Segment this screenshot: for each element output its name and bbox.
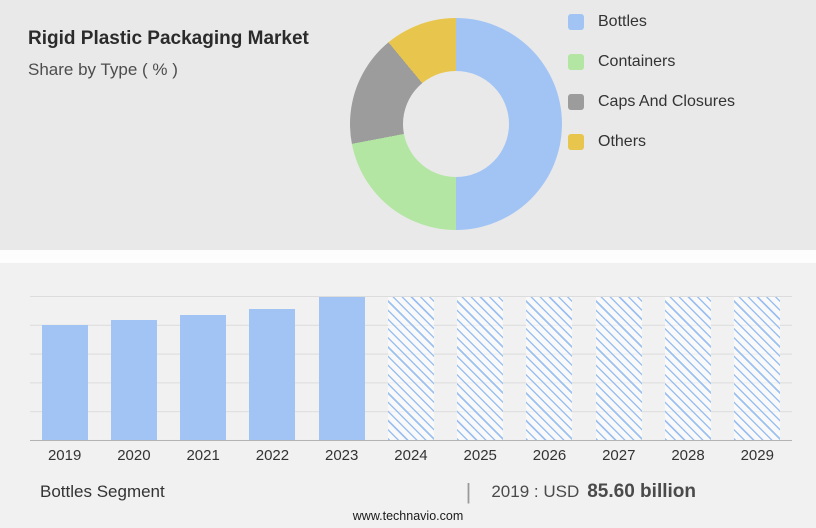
legend-item-caps-and-closures: Caps And Closures bbox=[568, 93, 735, 110]
forecast-bar-2026 bbox=[526, 297, 573, 440]
x-axis-label-2023: 2023 bbox=[325, 447, 359, 464]
x-axis-label-2026: 2026 bbox=[532, 447, 567, 464]
legend-item-containers: Containers bbox=[568, 53, 735, 70]
legend-swatch-caps-and-closures bbox=[568, 94, 584, 110]
forecast-panel: 2019 2020 2021 2022 2023 2024 2025 2026 2027 2028… bbox=[0, 263, 816, 528]
summary-panel: Rigid Plastic Packaging Market Share by … bbox=[0, 0, 816, 250]
x-axis-label-2027: 2027 bbox=[602, 447, 636, 464]
x-axis-label-2028: 2028 bbox=[671, 447, 705, 464]
bar-2021 bbox=[180, 314, 227, 440]
bar-slot bbox=[446, 296, 515, 440]
bar-2023 bbox=[318, 297, 365, 440]
x-axis-label-2019: 2019 bbox=[47, 447, 82, 464]
x-axis-label-2029: 2029 bbox=[740, 447, 774, 464]
bar-slot bbox=[169, 296, 238, 440]
website-url: www.technavio.com bbox=[352, 509, 464, 523]
bar-slot bbox=[723, 296, 792, 440]
bar-slot bbox=[99, 296, 168, 440]
legend-label: Others bbox=[598, 133, 647, 150]
forecast-bar-2029 bbox=[734, 297, 781, 440]
x-axis-label-2025: 2025 bbox=[463, 447, 497, 464]
legend-swatch-containers bbox=[568, 54, 584, 70]
bar-2022 bbox=[249, 308, 296, 440]
segment-label: Bottles Segment bbox=[40, 482, 165, 501]
legend-item-bottles: Bottles bbox=[568, 13, 735, 30]
legend-swatch-others bbox=[568, 134, 584, 150]
bar-slot bbox=[515, 296, 584, 440]
page-title: Rigid Plastic Packaging Market bbox=[28, 28, 309, 49]
legend-item-others: Others bbox=[568, 133, 735, 150]
bar-2020 bbox=[110, 320, 157, 440]
panel-divider bbox=[0, 250, 816, 263]
bar-slot bbox=[653, 296, 722, 440]
bar-slot bbox=[376, 296, 445, 440]
forecast-bar-2024 bbox=[387, 297, 434, 440]
bar-slot bbox=[30, 296, 99, 440]
bar-slot bbox=[238, 296, 307, 440]
bar-slot bbox=[307, 296, 376, 440]
x-axis-label-2021: 2021 bbox=[186, 447, 220, 464]
legend-label: Caps And Closures bbox=[598, 93, 735, 110]
legend-label: Bottles bbox=[598, 13, 647, 30]
x-axis-label-2020: 2020 bbox=[117, 447, 151, 464]
footer-value-group: | 2019 : USD 85.60 billion bbox=[465, 477, 696, 504]
legend-label: Containers bbox=[598, 53, 676, 70]
donut-chart bbox=[350, 18, 562, 230]
page-subtitle: Share by Type ( % ) bbox=[28, 60, 178, 79]
value-prefix: 2019 : USD bbox=[491, 482, 580, 501]
x-axis-label-2022: 2022 bbox=[255, 447, 290, 464]
x-axis-label-2024: 2024 bbox=[394, 447, 428, 464]
x-axis-labels: 2019 2020 2021 2022 2023 2024 2025 2026 2027 2028… bbox=[30, 447, 792, 464]
value-bold: 85.60 billion bbox=[587, 481, 696, 502]
forecast-bar-2028 bbox=[665, 297, 712, 440]
donut-hole bbox=[403, 71, 509, 177]
footer-divider: | bbox=[465, 479, 472, 504]
forecast-bar-2025 bbox=[457, 297, 504, 440]
bar-plot bbox=[30, 296, 792, 441]
legend-swatch-bottles bbox=[568, 14, 584, 30]
title-block: Rigid Plastic Packaging Market Share by … bbox=[28, 28, 309, 80]
forecast-bar-2027 bbox=[595, 297, 642, 440]
bar-slot bbox=[584, 296, 653, 440]
legend: Bottles Containers Caps And Closures Oth… bbox=[568, 13, 735, 174]
bar-2019 bbox=[41, 324, 88, 440]
footer-row: Bottles Segment | 2019 : USD 85.60 billi… bbox=[40, 477, 696, 504]
